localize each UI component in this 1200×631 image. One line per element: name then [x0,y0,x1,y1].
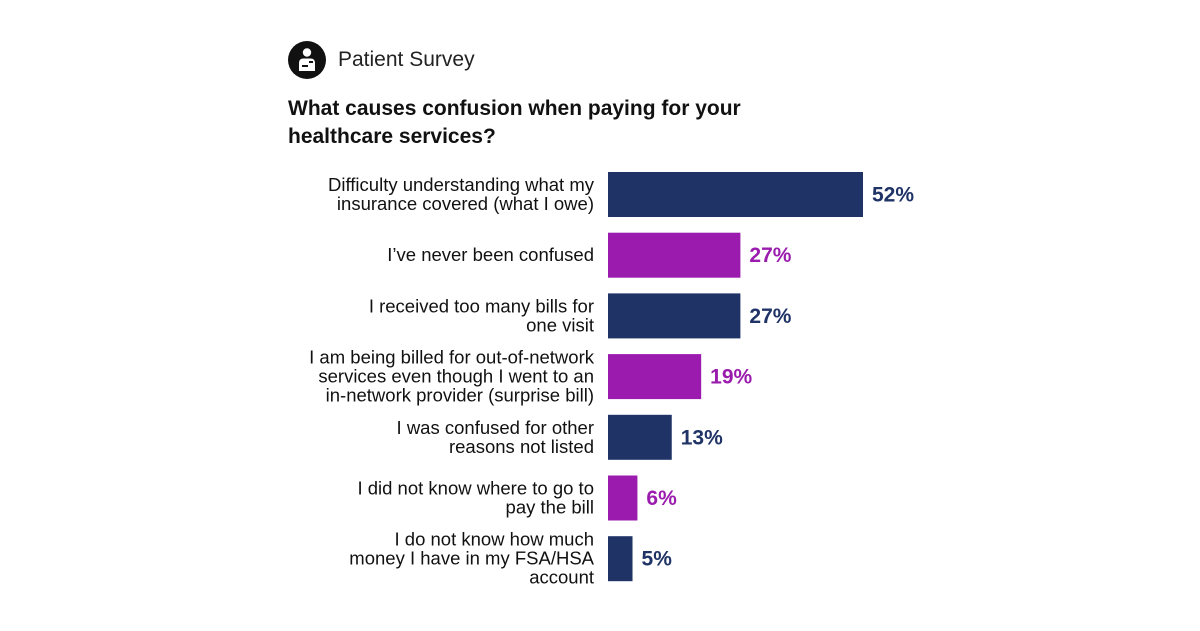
value-label: 27% [749,244,791,267]
category-label: I was confused for other reasons not list… [397,417,594,457]
value-label: 27% [749,305,791,328]
chart-title: What causes confusion when paying for yo… [288,97,741,148]
value-label: 13% [681,426,723,449]
category-label: I am being billed for out-of-network serv… [309,347,595,406]
category-label: Difficulty understanding what my insuranc… [328,174,595,214]
category-label: I received too many bills for one visit [369,295,594,335]
value-label: 19% [710,366,752,389]
category-label: I’ve never been confused [387,244,594,265]
bar-4 [608,354,702,400]
bar-5 [608,414,672,460]
bar-3 [608,293,741,339]
bar-7 [608,536,633,582]
value-label: 5% [642,548,673,571]
category-label: I do not know how much money I have in my… [349,529,594,588]
bar-1 [608,172,863,217]
value-label: 52% [872,184,914,207]
bar-2 [608,232,741,278]
value-label: 6% [646,487,677,510]
header-label: Patient Survey [338,48,475,71]
category-label: I did not know where to go to pay the bil… [357,478,594,518]
bar-6 [608,475,638,521]
survey-header: Patient Survey [288,40,475,80]
patient-person-icon [288,41,326,79]
